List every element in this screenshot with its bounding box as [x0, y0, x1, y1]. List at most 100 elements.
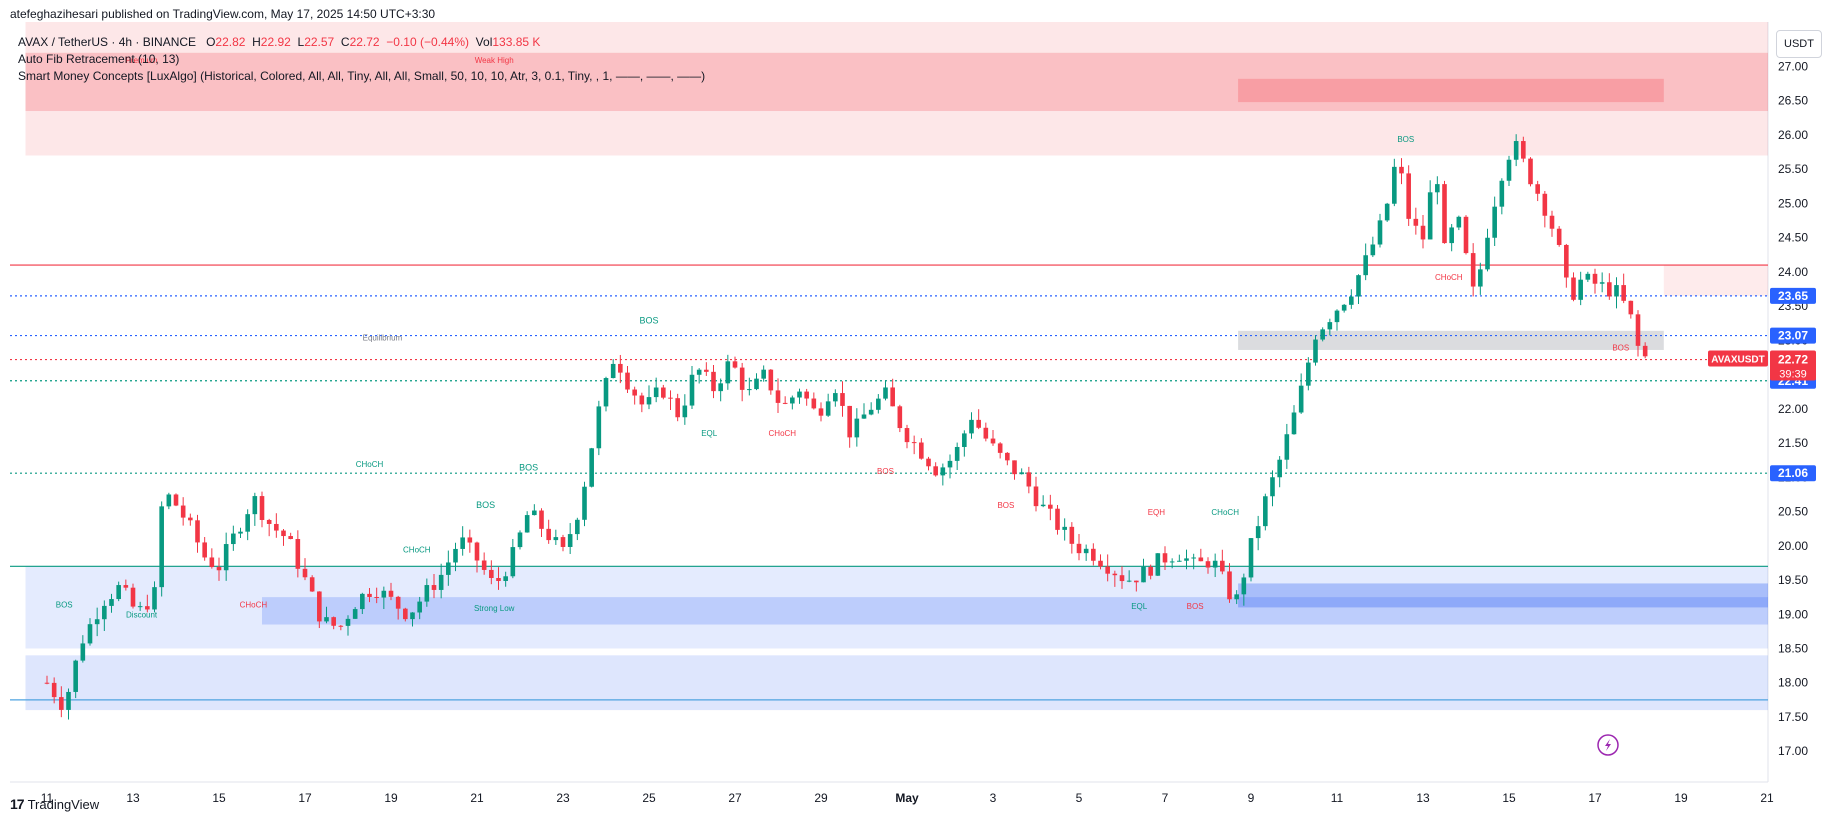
candle: [1284, 434, 1290, 460]
structure-label: BOS: [1397, 135, 1414, 144]
candle: [1528, 158, 1533, 185]
candle: [790, 397, 795, 404]
zone-premium-band: [25, 22, 1768, 156]
time-tick-label: 5: [1076, 791, 1083, 805]
candle: [424, 585, 430, 602]
candle: [876, 398, 881, 410]
structure-label: EQH: [1148, 508, 1166, 517]
price-tick-label: 19.00: [1778, 607, 1808, 621]
candle: [747, 389, 752, 391]
candle: [1578, 279, 1583, 300]
time-tick-label: 25: [642, 791, 656, 805]
candle: [173, 494, 179, 506]
candle: [933, 466, 938, 476]
candle: [288, 536, 293, 540]
candle: [825, 401, 831, 416]
brand-name: TradingView: [27, 796, 100, 812]
candle: [1463, 216, 1469, 254]
price-tick-label: 22.00: [1778, 402, 1808, 416]
price-tag: [1770, 465, 1816, 482]
tradingview-logo: 17: [10, 796, 25, 812]
candle: [1055, 508, 1060, 530]
high-label: H: [252, 35, 261, 49]
candle: [524, 515, 530, 533]
candle: [1499, 180, 1505, 207]
candle: [44, 682, 50, 684]
candle: [926, 458, 931, 467]
candle: [1363, 255, 1368, 276]
candle: [1542, 193, 1548, 216]
publish-header: atefeghazihesari published on TradingVie…: [10, 7, 436, 21]
candle: [388, 590, 394, 597]
candle: [1234, 594, 1239, 600]
structure-label: Equilibrium: [363, 333, 403, 342]
candle: [1062, 526, 1067, 530]
candle: [1564, 244, 1569, 278]
zone-equilibrium: [1238, 330, 1664, 350]
time-tick-label: 17: [298, 791, 312, 805]
time-tick-label: 13: [126, 791, 140, 805]
candle: [725, 361, 731, 384]
candle: [1112, 573, 1118, 576]
candle: [840, 393, 845, 406]
candle: [682, 405, 688, 418]
candle: [238, 531, 243, 534]
candle: [610, 363, 616, 379]
price-tag-label: 23.07: [1778, 329, 1808, 343]
structure-label: BOS: [476, 500, 495, 510]
currency-button[interactable]: USDT: [1776, 30, 1822, 58]
symbol-tag: [1708, 350, 1768, 367]
candle: [1406, 173, 1411, 219]
fib-indicator-legend[interactable]: Auto Fib Retracement (10, 13): [18, 52, 180, 66]
candle: [1571, 277, 1576, 300]
candle: [517, 532, 523, 548]
candle: [1005, 452, 1010, 461]
candle: [847, 405, 852, 438]
candle: [395, 596, 401, 609]
candle: [1513, 141, 1519, 160]
price-tick-label: 18.50: [1778, 641, 1808, 655]
candle: [1026, 472, 1032, 487]
symbol-name[interactable]: AVAX / TetherUS · 4h · BINANCE: [18, 35, 197, 49]
candle: [883, 387, 888, 399]
candle: [467, 537, 473, 543]
candle: [360, 593, 365, 610]
candle: [768, 369, 774, 391]
candle: [367, 593, 372, 597]
price-tag: [1770, 327, 1816, 344]
price-tick-label: 24.00: [1778, 265, 1808, 279]
candle: [145, 606, 150, 610]
footer-brand: 17 TradingView: [10, 796, 99, 812]
candle: [302, 568, 308, 578]
candle: [1607, 282, 1612, 297]
candle: [689, 374, 695, 406]
candle: [962, 433, 967, 447]
candle: [754, 378, 759, 390]
candle: [1205, 561, 1211, 568]
price-tick-label: 17.50: [1778, 710, 1808, 724]
time-tick-label: 13: [1416, 791, 1430, 805]
candle: [510, 547, 516, 577]
candle: [553, 537, 559, 541]
candle: [1535, 184, 1540, 194]
candle: [309, 577, 315, 592]
candle: [1377, 220, 1383, 245]
candle: [489, 569, 494, 579]
candle: [954, 446, 960, 461]
structure-label: EQL: [1131, 602, 1148, 611]
candle: [1263, 496, 1268, 527]
candle: [589, 448, 594, 487]
candle: [904, 428, 910, 443]
zone-premium-inner: [1238, 78, 1664, 103]
candle: [560, 537, 566, 547]
candle: [911, 442, 917, 444]
structure-label: Weak High: [475, 56, 514, 65]
smc-indicator-legend[interactable]: Smart Money Concepts [LuxAlgo] (Historic…: [18, 69, 706, 83]
candle: [1291, 412, 1297, 435]
candle: [1177, 560, 1182, 562]
candle: [1119, 575, 1125, 582]
candle: [761, 369, 766, 379]
candle: [1126, 580, 1132, 582]
candle: [1506, 159, 1512, 181]
